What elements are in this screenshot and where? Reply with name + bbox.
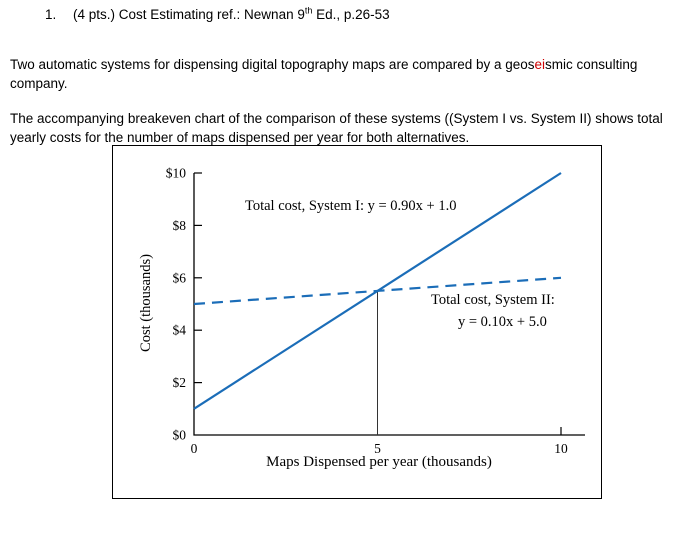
x-tick-label: 10	[554, 441, 568, 456]
spellcheck-highlight: ei	[534, 56, 546, 72]
paragraph-intro: Two automatic systems for dispensing dig…	[10, 55, 670, 93]
paragraph-chart-description: The accompanying breakeven chart of the …	[10, 110, 663, 145]
y-tick-label: $0	[173, 428, 187, 443]
axes-lines	[193, 173, 585, 436]
series-line-2	[193, 276, 562, 306]
problem-heading: 1. (4 pts.) Cost Estimating ref.: Newnan …	[45, 5, 390, 22]
y-axis-title: Cost (thousands)	[138, 254, 154, 352]
x-tick-label: 5	[374, 441, 381, 456]
y-tick-label: $8	[173, 218, 187, 233]
heading-text-pre: (4 pts.) Cost Estimating ref.: Newnan 9	[73, 7, 305, 22]
breakeven-chart-figure: $0 $2 $4 $6 $8 $10 0 5 10 Total cost, System I: y…	[112, 145, 602, 499]
annotation-system2-line1: Total cost, System II:	[431, 292, 555, 308]
y-tick-label: $6	[173, 270, 187, 285]
annotation-system2-line2: y = 0.10x + 5.0	[458, 314, 547, 330]
heading-superscript: th	[304, 5, 313, 16]
y-tick-label: $2	[173, 375, 187, 390]
x-axis-title: Maps Dispensed per year (thousands)	[266, 454, 492, 470]
heading-text-post: Ed., p.26-53	[312, 7, 390, 22]
heading-text: (4 pts.) Cost Estimating ref.: Newnan 9t…	[73, 5, 390, 22]
breakeven-chart: $0 $2 $4 $6 $8 $10 0 5 10 Total cost, System I: y…	[138, 166, 585, 470]
paragraph-intro-text: Two automatic systems for dispensing dig…	[10, 56, 535, 72]
x-tick-label: 0	[191, 441, 198, 456]
y-tick-label: $4	[173, 323, 187, 338]
y-tick-label: $10	[166, 166, 187, 181]
item-number: 1.	[45, 7, 57, 22]
paragraph-intro-text-end: smic consulting company.	[10, 56, 638, 91]
annotation-system1: Total cost, System I: y = 0.90x + 1.0	[245, 198, 456, 214]
